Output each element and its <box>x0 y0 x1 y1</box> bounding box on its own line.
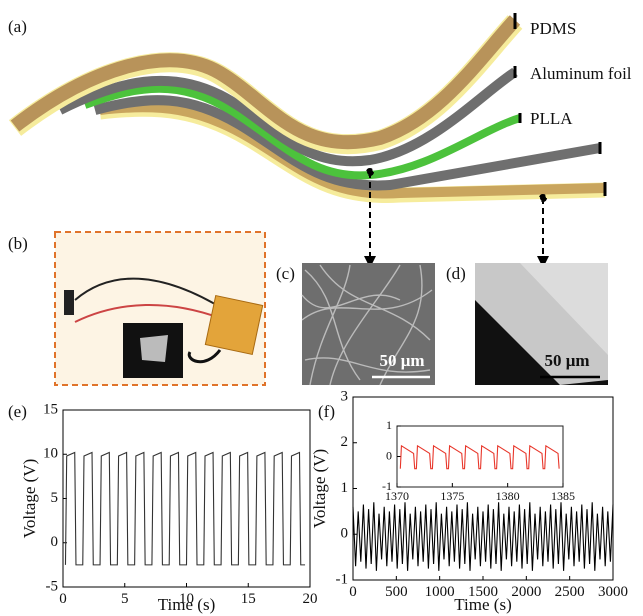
panel-label: (a) <box>8 17 27 36</box>
x-tick-label: 20 <box>303 591 318 607</box>
x-tick-label: 3000 <box>598 584 628 600</box>
y-tick-label: 3 <box>341 388 349 404</box>
panel-label: (b) <box>8 234 28 253</box>
y-tick-label: 0 <box>51 534 59 550</box>
x-tick-label: 2500 <box>555 584 585 600</box>
y-tick-label: -1 <box>336 571 349 587</box>
x-tick-label: 1385 <box>551 489 575 503</box>
scale-bar-label: 50 μm <box>544 351 589 370</box>
panel-label: (f) <box>318 402 335 421</box>
panel-label: (e) <box>8 402 27 421</box>
layer-label: PDMS <box>530 19 576 38</box>
y-tick-label: 0 <box>341 526 349 542</box>
figure: 50 μm 50 μm (a) (b) (c) (d) (e) (f) PDMS… <box>0 0 643 616</box>
plot-frame <box>397 426 563 487</box>
y-tick-label: 5 <box>51 490 59 506</box>
y-tick-label: 15 <box>43 401 58 417</box>
panel-label: (c) <box>276 264 295 283</box>
layer-label: PLLA <box>530 109 573 128</box>
y-tick-label: -1 <box>382 479 392 493</box>
y-axis-label: Voltage (V) <box>20 459 39 538</box>
x-tick-label: 0 <box>59 591 67 607</box>
y-tick-label: 2 <box>341 434 349 450</box>
y-tick-label: 10 <box>43 446 58 462</box>
layer-illustration <box>15 13 605 196</box>
layer-label: Aluminum foil <box>530 64 632 83</box>
panel-label: (d) <box>446 264 466 283</box>
y-tick-label: 1 <box>341 480 349 496</box>
x-axis-label: Time (s) <box>158 595 215 614</box>
x-tick-label: 500 <box>385 584 408 600</box>
x-tick-label: 0 <box>349 584 357 600</box>
x-tick-label: 1000 <box>425 584 455 600</box>
x-tick-label: 2000 <box>511 584 541 600</box>
scale-bar-label: 50 μm <box>379 351 424 370</box>
y-tick-label: 0 <box>386 448 392 462</box>
x-tick-label: 1375 <box>440 489 464 503</box>
y-tick-label: -5 <box>46 578 59 594</box>
x-axis-label: Time (s) <box>454 595 511 614</box>
y-tick-label: 1 <box>386 418 392 432</box>
y-axis-label: Voltage (V) <box>310 449 329 528</box>
x-tick-label: 1380 <box>496 489 520 503</box>
x-tick-label: 15 <box>241 591 256 607</box>
x-tick-label: 5 <box>121 591 129 607</box>
